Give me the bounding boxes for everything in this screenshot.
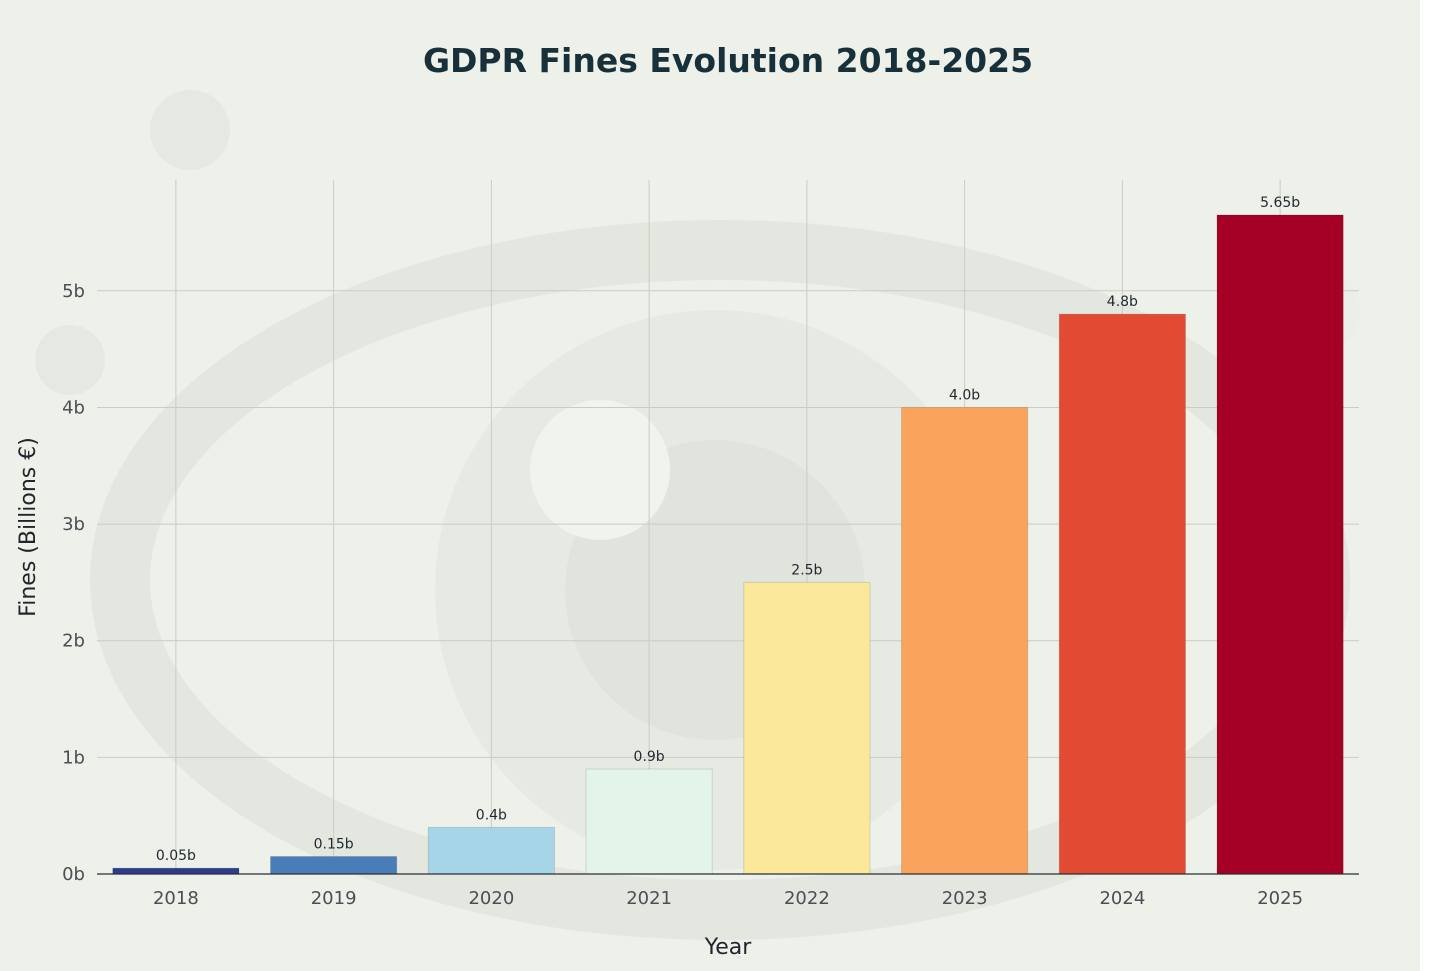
bars [112,214,1344,875]
bar-chart: GDPR Fines Evolution 2018-2025 0.05b 0.15… [16,41,1359,960]
y-tick-label-1: 1b [62,747,85,768]
x-tick-label-2022: 2022 [784,888,830,909]
x-tick-label-2020: 2020 [468,888,514,909]
bar-2025 [1216,214,1344,875]
x-tick-label-2025: 2025 [1257,888,1303,909]
x-tick-label-2024: 2024 [1099,888,1145,909]
data-label-2024: 4.8b [1107,294,1138,310]
data-label-2020: 0.4b [476,807,507,823]
x-tick-label-2023: 2023 [942,888,988,909]
data-label-2022: 2.5b [791,562,822,578]
y-axis-ticks: 0b 1b 2b 3b 4b 5b [62,281,85,885]
x-tick-label-2018: 2018 [153,888,199,909]
chart-title: GDPR Fines Evolution 2018-2025 [423,41,1033,80]
y-tick-label-2: 2b [62,631,85,652]
y-tick-label-3: 3b [62,514,85,535]
bar-2022 [743,581,871,875]
x-tick-label-2019: 2019 [311,888,357,909]
bar-2023 [901,406,1029,875]
bar-2024 [1058,313,1186,875]
data-label-2018: 0.05b [156,848,196,864]
data-label-2019: 0.15b [314,837,354,853]
x-axis-title: Year [704,935,753,960]
bar-2020 [427,826,555,875]
data-labels: 0.05b 0.15b 0.4b 0.9b 2.5b 4.0b 4.8b 5.65b [156,195,1300,864]
y-axis-title: Fines (Billions €) [16,437,41,617]
x-axis-ticks: 2018 2019 2020 2021 2022 2023 2024 2025 [153,888,1303,909]
data-label-2023: 4.0b [949,387,980,403]
data-label-2021: 0.9b [634,749,665,765]
y-tick-label-5: 5b [62,281,85,302]
bar-2019 [270,856,398,875]
bar-2021 [585,768,713,875]
bar-2018 [112,867,240,875]
y-tick-label-4: 4b [62,397,85,418]
y-tick-label-0: 0b [62,864,85,885]
x-tick-label-2021: 2021 [626,888,672,909]
data-label-2025: 5.65b [1260,195,1300,211]
